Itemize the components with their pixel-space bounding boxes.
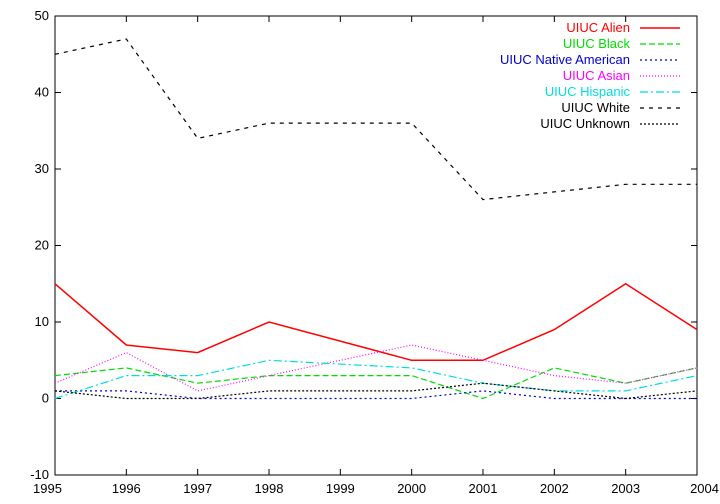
series-line-uiuc-asian xyxy=(54,344,698,392)
series-line-uiuc-alien xyxy=(54,282,698,362)
y-tick-label: 40 xyxy=(35,85,49,100)
legend-label: UIUC Alien xyxy=(566,20,630,35)
x-tick-label: 1999 xyxy=(326,481,355,496)
y-tick-label: 30 xyxy=(35,161,49,176)
legend-label: UIUC Unknown xyxy=(540,116,630,131)
x-tick-label: 2001 xyxy=(469,481,498,496)
x-tick-label: 2003 xyxy=(611,481,640,496)
y-tick-label: 0 xyxy=(42,391,49,406)
x-tick-label: 2004 xyxy=(690,481,719,496)
series-line-uiuc-native-american xyxy=(55,390,697,400)
x-tick-label: 1997 xyxy=(183,481,212,496)
legend-label: UIUC Asian xyxy=(563,68,630,83)
legend-label: UIUC Native American xyxy=(500,52,630,67)
legend-label: UIUC White xyxy=(561,100,630,115)
legend-label: UIUC Black xyxy=(563,36,631,51)
axis-ticks: -10 0 10 20 30 40 50 1995 1996 1997 1998 1999 2000 20… xyxy=(30,8,719,496)
y-tick-label: 20 xyxy=(35,238,49,253)
series-layer xyxy=(54,38,698,400)
x-tick-label: 1995 xyxy=(33,481,62,496)
x-tick-label: 1996 xyxy=(112,481,141,496)
legend-label: UIUC Hispanic xyxy=(545,84,631,99)
series-line-uiuc-hispanic xyxy=(54,359,698,400)
series-line-uiuc-black xyxy=(54,367,698,400)
x-tick-label: 1998 xyxy=(255,481,284,496)
y-tick-label: 50 xyxy=(35,8,49,23)
x-tick-label: 2002 xyxy=(540,481,569,496)
x-tick-label: 2000 xyxy=(397,481,426,496)
series-line-uiuc-unknown xyxy=(54,382,698,400)
y-tick-label: -10 xyxy=(30,467,49,482)
y-tick-label: 10 xyxy=(35,314,49,329)
